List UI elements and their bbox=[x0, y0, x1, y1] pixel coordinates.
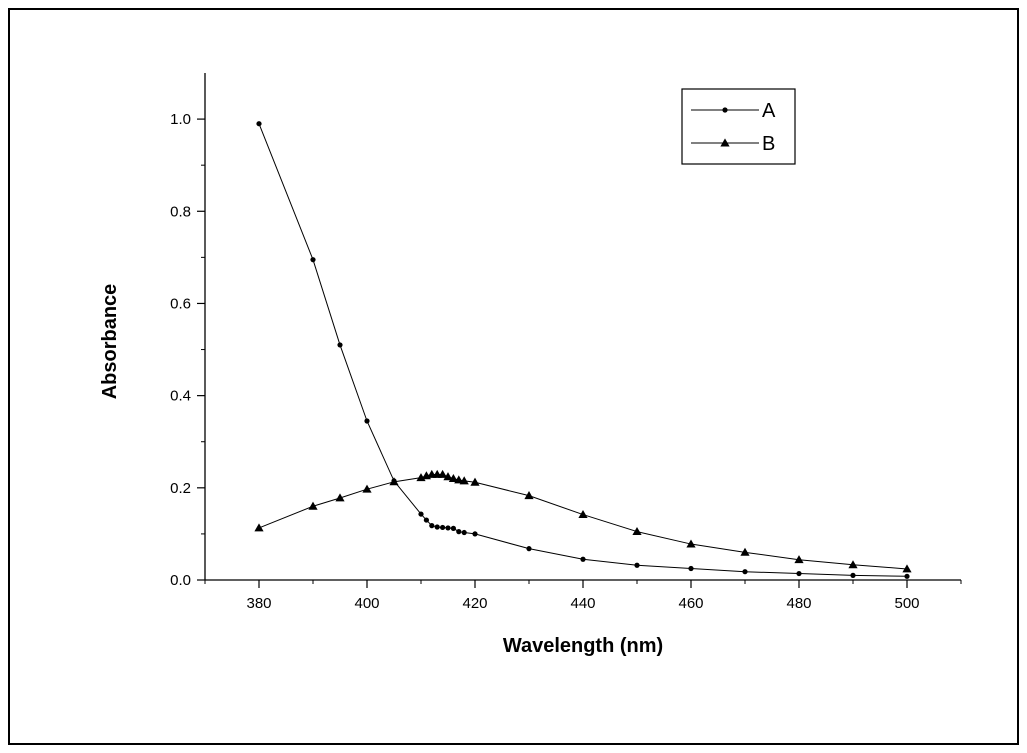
x-tick-label: 400 bbox=[354, 595, 379, 612]
series-B-point bbox=[448, 474, 458, 483]
x-tick-label: 420 bbox=[462, 595, 487, 612]
legend-marker-A bbox=[722, 107, 728, 113]
y-tick-label: 0.4 bbox=[170, 388, 191, 405]
absorbance-chart: 380 400 420 440 460 480 5000.00.20.40.60.81.0 … bbox=[99, 73, 962, 657]
series-A-point bbox=[742, 569, 748, 575]
series-B-point bbox=[848, 560, 858, 569]
series-A-point bbox=[634, 562, 640, 568]
series-A-point bbox=[904, 573, 910, 579]
series-A-point bbox=[337, 342, 343, 348]
legend-marker-B bbox=[720, 138, 730, 147]
y-tick-label: 0.2 bbox=[170, 480, 191, 497]
figure-frame: 380 400 420 440 460 480 500 0.0 0.2 0.4 0.6 0.8 1.0 … bbox=[8, 8, 1019, 745]
series-B-point bbox=[524, 491, 534, 500]
series-B-point bbox=[254, 523, 264, 532]
series-A-point bbox=[429, 523, 435, 529]
legend: AB bbox=[681, 88, 796, 165]
series-A bbox=[256, 121, 910, 579]
x-axis-title: Wavelength (nm) bbox=[503, 635, 663, 657]
x-tick-label: 460 bbox=[678, 595, 703, 612]
series-A-point bbox=[461, 529, 467, 536]
series-A-point bbox=[434, 524, 440, 530]
series-A-point bbox=[796, 570, 802, 577]
series-layer bbox=[254, 121, 912, 579]
x-tick-label: 480 bbox=[786, 595, 811, 612]
legend-label-B: B bbox=[762, 133, 775, 155]
series-B bbox=[254, 469, 912, 573]
series-B-point bbox=[438, 469, 448, 478]
series-A-point bbox=[580, 556, 586, 562]
series-A-point bbox=[688, 565, 694, 572]
series-B-point bbox=[470, 477, 480, 486]
series-A-point bbox=[472, 531, 478, 537]
series-A-point bbox=[256, 121, 262, 127]
y-tick-label: 0.8 bbox=[170, 203, 191, 220]
series-B-point bbox=[632, 527, 642, 536]
legend-label-A: A bbox=[762, 100, 776, 122]
series-B-point bbox=[335, 493, 345, 502]
series-A-point bbox=[850, 572, 856, 578]
x-tick-label: 380 bbox=[246, 595, 271, 612]
series-B-point bbox=[362, 484, 372, 493]
series-B-point bbox=[578, 509, 588, 519]
y-tick-label: 0.0 bbox=[170, 572, 191, 589]
series-A-point bbox=[423, 517, 429, 523]
series-B-point bbox=[794, 555, 804, 564]
y-tick-label: 0.6 bbox=[170, 295, 191, 312]
y-tick-label: 1.0 bbox=[170, 111, 191, 128]
x-tick-label: 500 bbox=[894, 595, 919, 612]
series-B-point bbox=[389, 477, 399, 486]
series-A-point bbox=[526, 546, 532, 552]
series-B-point bbox=[454, 475, 464, 484]
legend-box bbox=[681, 88, 796, 165]
series-B-point bbox=[740, 547, 750, 556]
series-A-line bbox=[258, 123, 908, 577]
series-B-point bbox=[459, 476, 469, 485]
y-axis-title: Absorbance bbox=[99, 284, 121, 400]
x-tick-label: 440 bbox=[570, 595, 595, 612]
series-A-point bbox=[456, 529, 462, 535]
series-B-line bbox=[258, 473, 908, 570]
series-A-point bbox=[450, 525, 456, 531]
series-B-point bbox=[686, 539, 696, 548]
series-B-point bbox=[308, 501, 318, 510]
series-B-point bbox=[902, 564, 912, 573]
series-A-point bbox=[364, 418, 370, 424]
series-B-point bbox=[443, 472, 453, 481]
axes: 380 400 420 440 460 480 500 0.0 0.2 0.4 0.6 0.8 1.0 bbox=[170, 73, 962, 612]
series-A-point bbox=[440, 524, 446, 531]
series-A-point bbox=[418, 511, 424, 517]
series-A-point bbox=[445, 525, 451, 531]
series-A-point bbox=[310, 257, 316, 263]
